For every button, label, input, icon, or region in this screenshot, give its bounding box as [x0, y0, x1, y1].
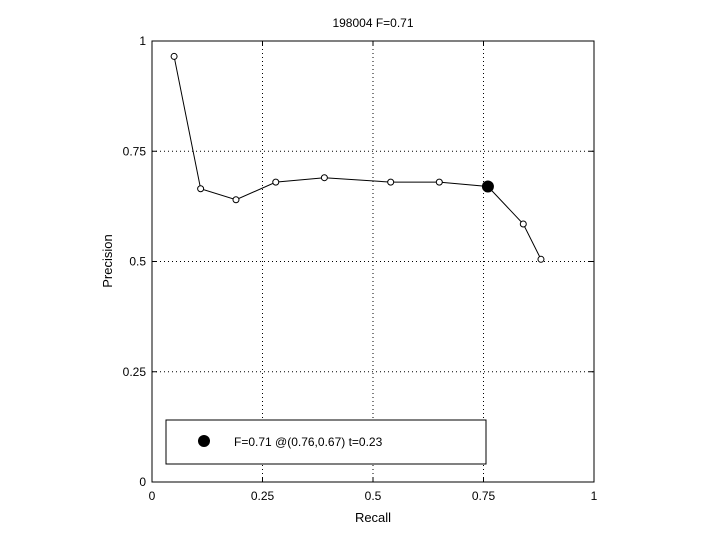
legend-box	[165, 419, 487, 465]
x-tick-label: 0.25	[251, 489, 275, 503]
data-point	[519, 220, 527, 228]
data-point	[320, 174, 328, 182]
legend-entry: F=0.71 @(0.76,0.67) t=0.23	[234, 435, 383, 449]
x-tick-label: 0.75	[472, 489, 496, 503]
x-tick-label: 0	[149, 489, 156, 503]
legend: F=0.71 @(0.76,0.67) t=0.23	[165, 419, 487, 465]
series-line	[173, 56, 542, 260]
data-point	[170, 52, 178, 60]
x-tick-label: 0.5	[365, 489, 382, 503]
data-point	[272, 178, 280, 186]
x-tick-label: 1	[591, 489, 598, 503]
y-tick-label: 0	[139, 475, 146, 489]
best-f-point	[481, 180, 494, 193]
data-point	[197, 185, 205, 193]
series	[170, 52, 545, 263]
x-axis-label: Recall	[355, 510, 391, 525]
y-tick-label: 1	[139, 34, 146, 48]
y-axis-label: Precision	[100, 234, 115, 287]
y-tick-label: 0.75	[123, 144, 147, 158]
data-point	[232, 196, 240, 204]
data-point	[435, 178, 443, 186]
chart-title: 198004 F=0.71	[332, 16, 413, 30]
ticks: 0 0.25 0.5 0.75 1 0 0.25 0.5 0.75 1	[123, 34, 598, 503]
data-point	[387, 178, 395, 186]
y-tick-label: 0.25	[123, 365, 147, 379]
legend-marker	[198, 435, 210, 447]
y-tick-label: 0.5	[129, 255, 146, 269]
grid	[152, 41, 594, 482]
data-point	[537, 255, 545, 263]
